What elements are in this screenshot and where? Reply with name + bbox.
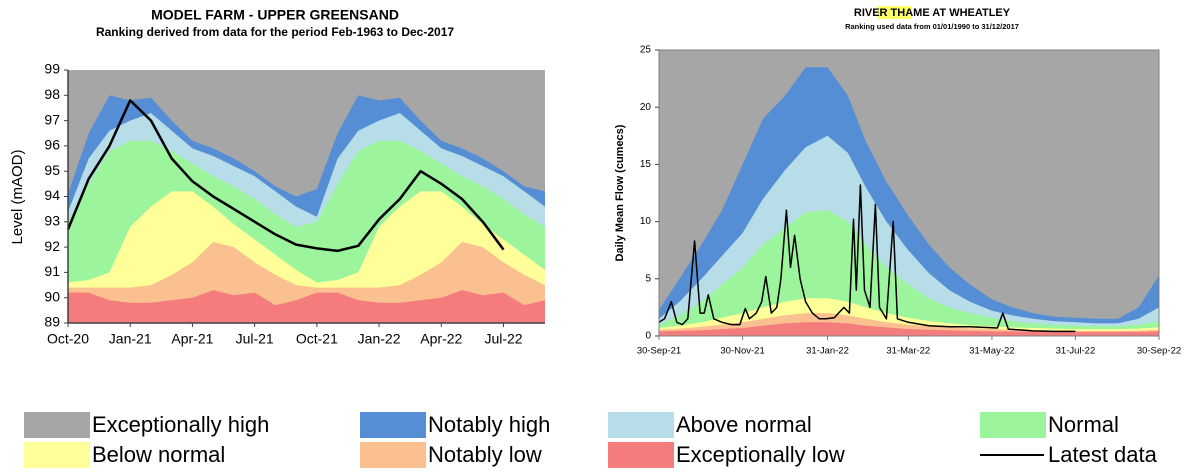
latest-line (66, 99, 505, 253)
legend-swatch (608, 412, 674, 438)
y-tick-label: 99 (44, 61, 60, 77)
x-tick-label: Jan-21 (109, 331, 152, 347)
y-tick-label: 95 (44, 162, 60, 178)
y-tick-label: 10 (640, 216, 652, 227)
title-highlight (877, 6, 912, 19)
x-tick-label: 31-Jul-22 (1056, 346, 1096, 357)
legend-label: Exceptionally low (676, 442, 845, 467)
y-tick-label: 90 (44, 288, 60, 304)
y-tick-label: 5 (645, 273, 651, 284)
legend-swatch (24, 412, 90, 438)
legend-swatch (608, 442, 674, 468)
y-tick-label: 98 (44, 86, 60, 102)
band (68, 290, 545, 323)
plot-frame (658, 49, 1160, 337)
y-tick-label: 15 (640, 159, 652, 170)
legend-label: Notably high (428, 412, 550, 437)
x-tick-label: Apr-22 (420, 331, 462, 347)
band (659, 322, 1159, 336)
x-tick-label: Jan-22 (358, 331, 401, 347)
y-tick-label: 0 (645, 331, 651, 342)
y-tick-label: 20 (640, 102, 652, 113)
y-tick-label: 91 (44, 263, 60, 279)
x-tick-label: 31-Mar-22 (886, 346, 930, 357)
chart-title: MODEL FARM - UPPER GREENSAND (151, 7, 399, 23)
x-tick-label: Jul-22 (484, 331, 522, 347)
y-tick-label: 97 (44, 111, 60, 127)
x-tick-label: Oct-21 (296, 331, 338, 347)
x-tick-label: 30-Sep-22 (1137, 346, 1181, 357)
legend-label: Notably low (428, 442, 542, 467)
plot: 0 5 10 15 20 25 30-Sep-21 30-Nov-21 31-Jan-22 31-… (637, 45, 1181, 357)
x-tick-label: 31-May-22 (969, 346, 1014, 357)
legend-swatch (360, 442, 426, 468)
y-tick-label: 94 (44, 187, 60, 203)
x-tick-label: 30-Sep-21 (637, 346, 681, 357)
plot: 89 90 91 92 93 94 95 96 97 98 99 Oct-20 Jan-21 Apr-21… (44, 61, 545, 347)
legend-swatch (24, 442, 90, 468)
legend-swatch (980, 412, 1046, 438)
y-tick-label: 96 (44, 137, 60, 153)
x-tick-label: Jul-21 (236, 331, 274, 347)
plots: 89 90 91 92 93 94 95 96 97 98 99 Oct-20 Jan-21 Apr-21… (44, 45, 1181, 357)
y-axis-label: Daily Mean Flow (cumecs) (614, 124, 626, 261)
x-tick-label: Apr-21 (171, 331, 213, 347)
latest-line (658, 184, 1076, 333)
y-tick-label: 89 (44, 314, 60, 330)
chart-subtitle: Ranking derived from data for the period… (96, 25, 454, 39)
y-tick-label: 25 (640, 45, 652, 56)
legend-label: Exceptionally high (92, 412, 269, 437)
chart-subtitle: Ranking used data from 01/01/1990 to 31/… (845, 22, 1019, 31)
legend-label: Above normal (676, 412, 812, 437)
x-tick-label: 31-Jan-22 (806, 346, 849, 357)
y-axis-label: Level (mAOD) (9, 149, 26, 244)
x-tick-label: Oct-20 (47, 331, 89, 347)
legend-swatch (360, 412, 426, 438)
legend-label: Below normal (92, 442, 225, 467)
x-tick-label: 30-Nov-21 (720, 346, 764, 357)
chart-title: RIVER THAME AT WHEATLEY (854, 7, 1011, 19)
legend: Exceptionally high Notably high Above norm… (24, 412, 1158, 468)
legend-label: Latest data (1048, 442, 1158, 467)
legend-label: Normal (1048, 412, 1119, 437)
y-tick-label: 93 (44, 213, 60, 229)
y-tick-label: 92 (44, 238, 60, 254)
